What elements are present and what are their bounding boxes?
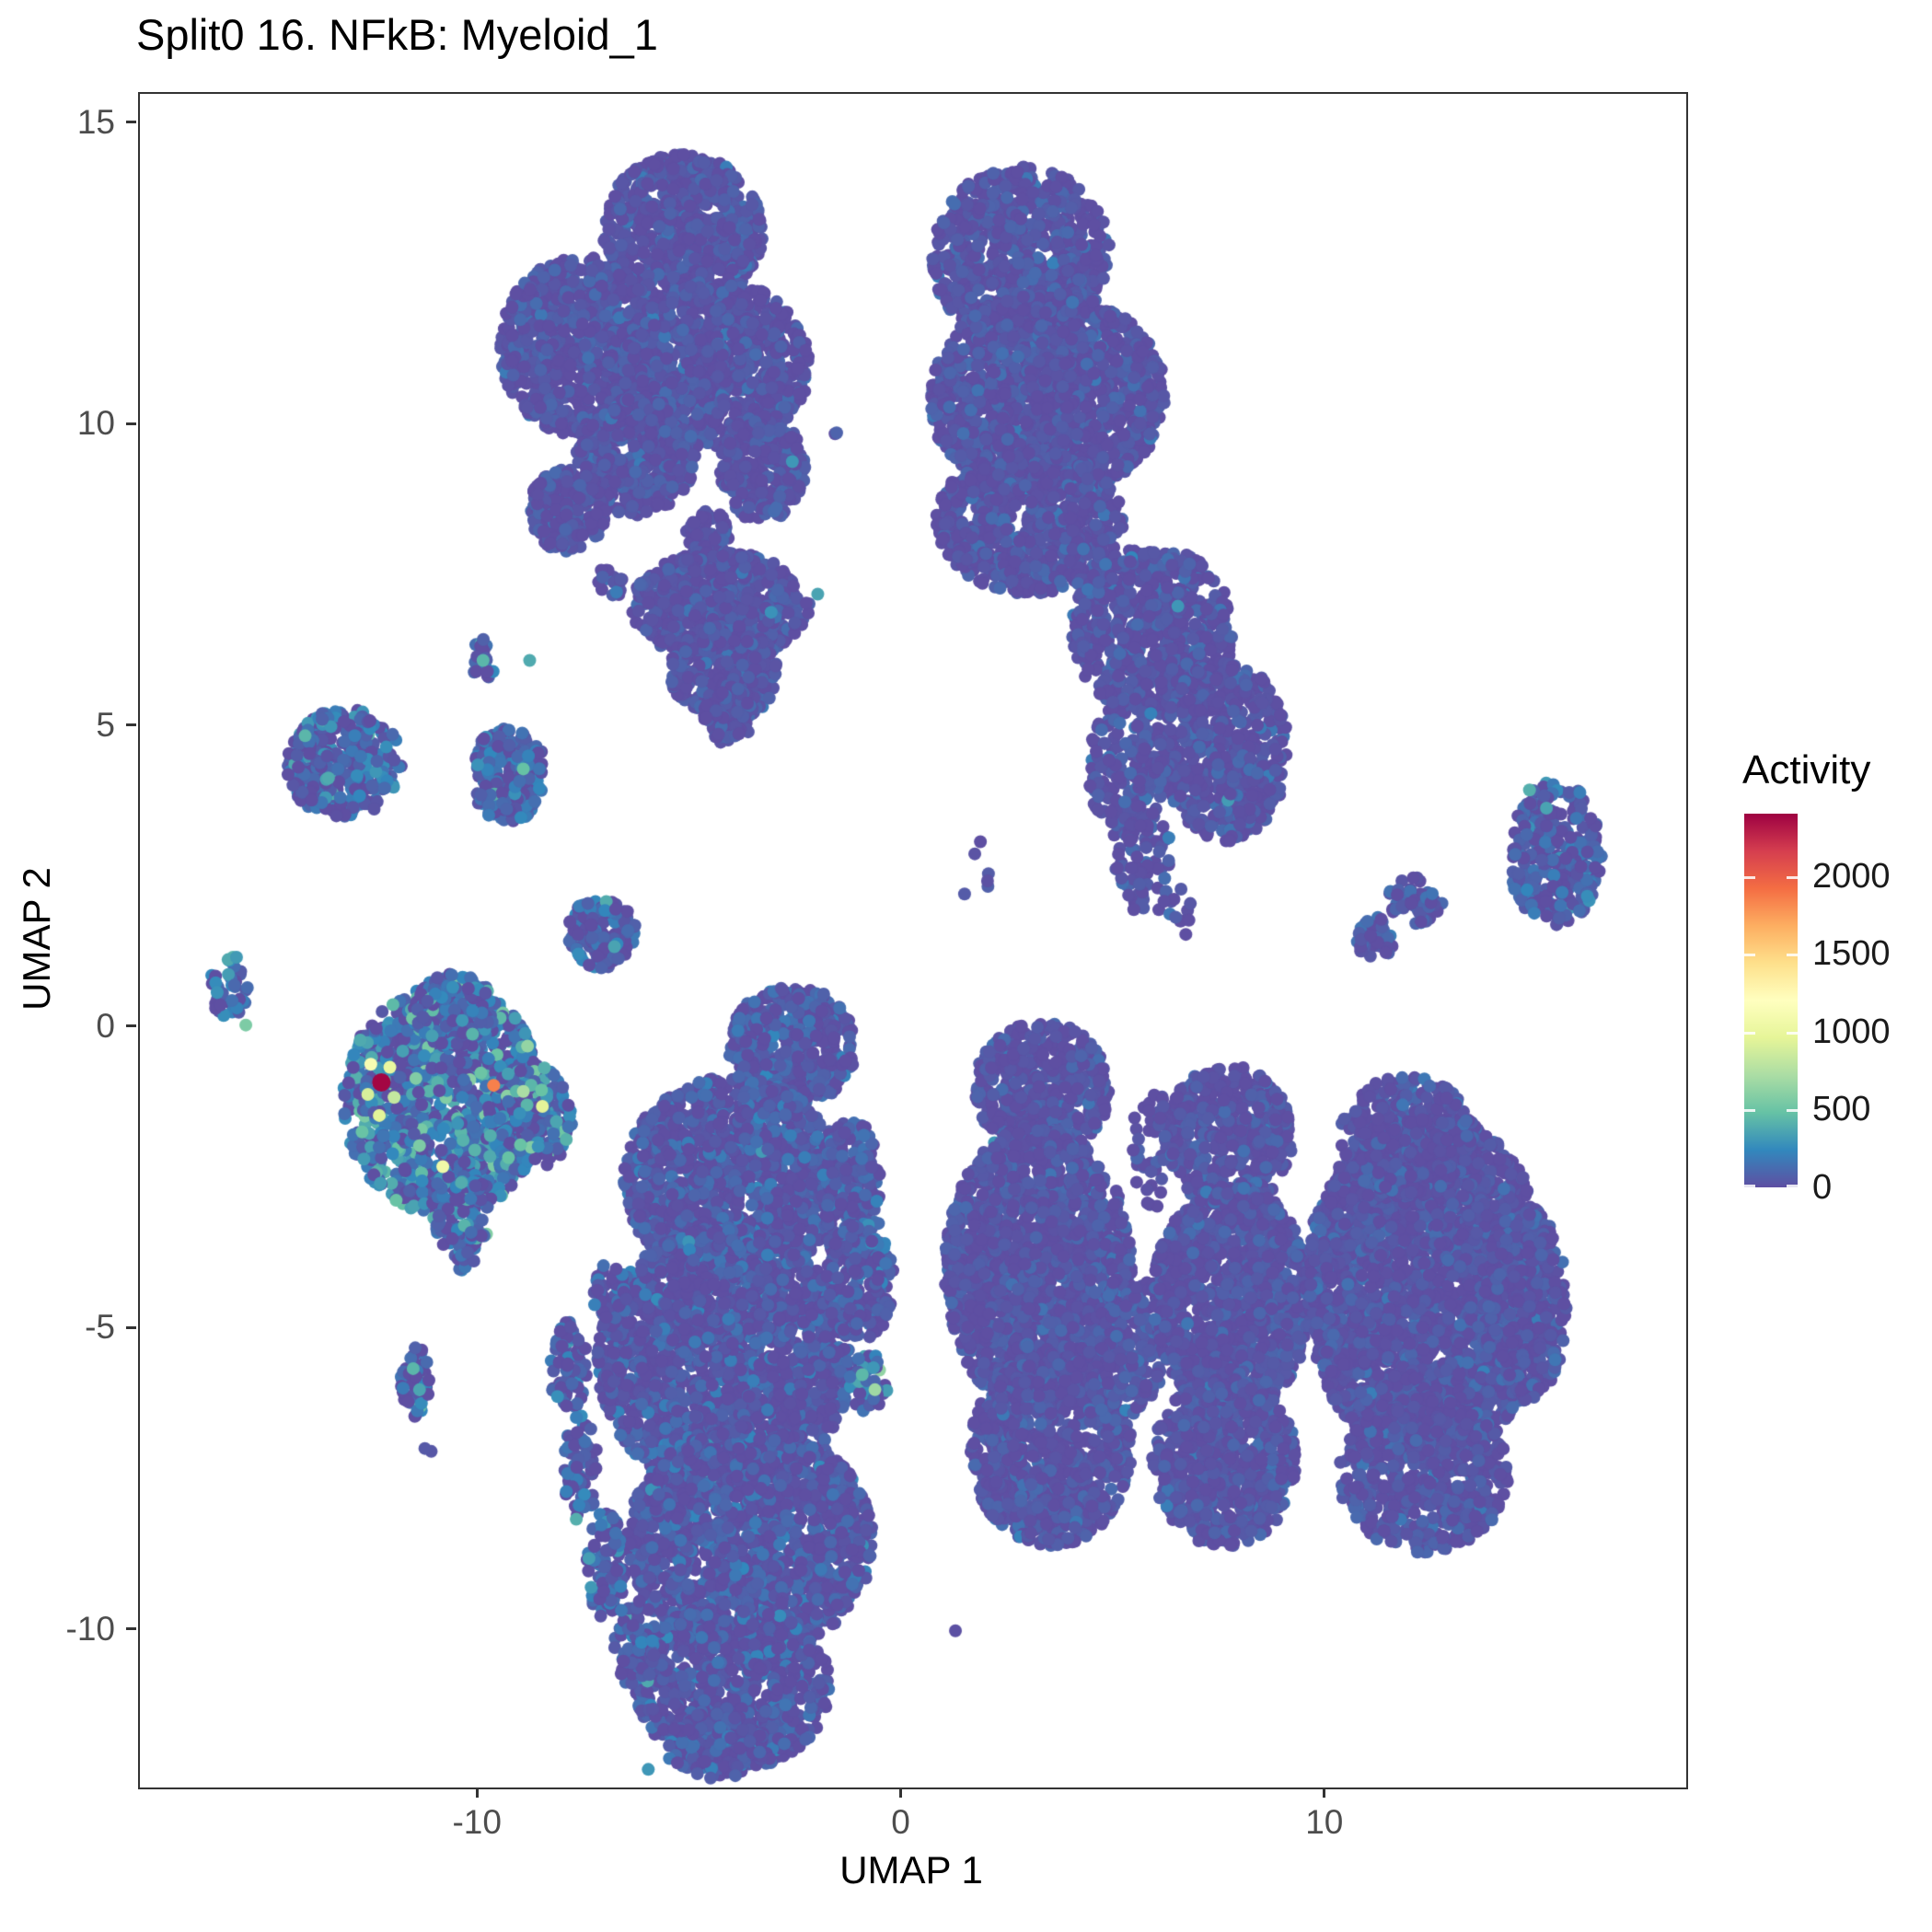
colorbar-tick-label: 0 [1812, 1168, 1833, 1207]
y-tick-mark [126, 723, 136, 727]
y-tick-label: 5 [96, 705, 115, 744]
y-tick-label: -10 [65, 1609, 115, 1648]
x-tick-label: 0 [891, 1803, 910, 1841]
y-axis-title: UMAP 2 [15, 867, 58, 1011]
y-tick-label: 15 [76, 102, 115, 141]
colorbar-tick-mark [1787, 875, 1798, 879]
colorbar-tick-mark [1787, 1185, 1798, 1187]
y-tick-label: 0 [96, 1006, 115, 1045]
y-tick-mark [126, 121, 136, 124]
x-axis-title: UMAP 1 [839, 1848, 983, 1892]
colorbar-tick-mark [1744, 1031, 1755, 1035]
plot-title: Split0 16. NFkB: Myeloid_1 [136, 10, 658, 59]
colorbar-tick-mark [1787, 1109, 1798, 1113]
y-tick-mark [126, 1627, 136, 1631]
plot-panel [138, 92, 1688, 1789]
x-tick-mark [1323, 1787, 1326, 1798]
legend-title: Activity [1742, 747, 1871, 792]
y-tick-label: -5 [85, 1308, 115, 1347]
y-tick-label: 10 [76, 404, 115, 443]
colorbar-tick-label: 1000 [1812, 1012, 1891, 1051]
colorbar-tick-mark [1744, 1185, 1755, 1187]
x-tick-mark [475, 1787, 479, 1798]
colorbar-tick-mark [1787, 954, 1798, 957]
colorbar-tick-mark [1744, 875, 1755, 879]
y-tick-mark [126, 1325, 136, 1329]
colorbar-tick-mark [1744, 954, 1755, 957]
y-tick-mark [126, 1024, 136, 1028]
colorbar-tick-mark [1787, 1031, 1798, 1035]
colorbar-tick-mark [1744, 1109, 1755, 1113]
y-tick-mark [126, 422, 136, 425]
x-tick-mark [898, 1787, 902, 1798]
x-tick-label: 10 [1305, 1803, 1344, 1841]
colorbar-tick-label: 2000 [1812, 856, 1891, 896]
colorbar-tick-label: 500 [1812, 1090, 1871, 1129]
x-tick-label: -10 [452, 1803, 502, 1841]
umap-scatter-canvas [140, 94, 1686, 1787]
activity-colorbar [1744, 814, 1798, 1187]
colorbar-tick-label: 1500 [1812, 934, 1891, 974]
